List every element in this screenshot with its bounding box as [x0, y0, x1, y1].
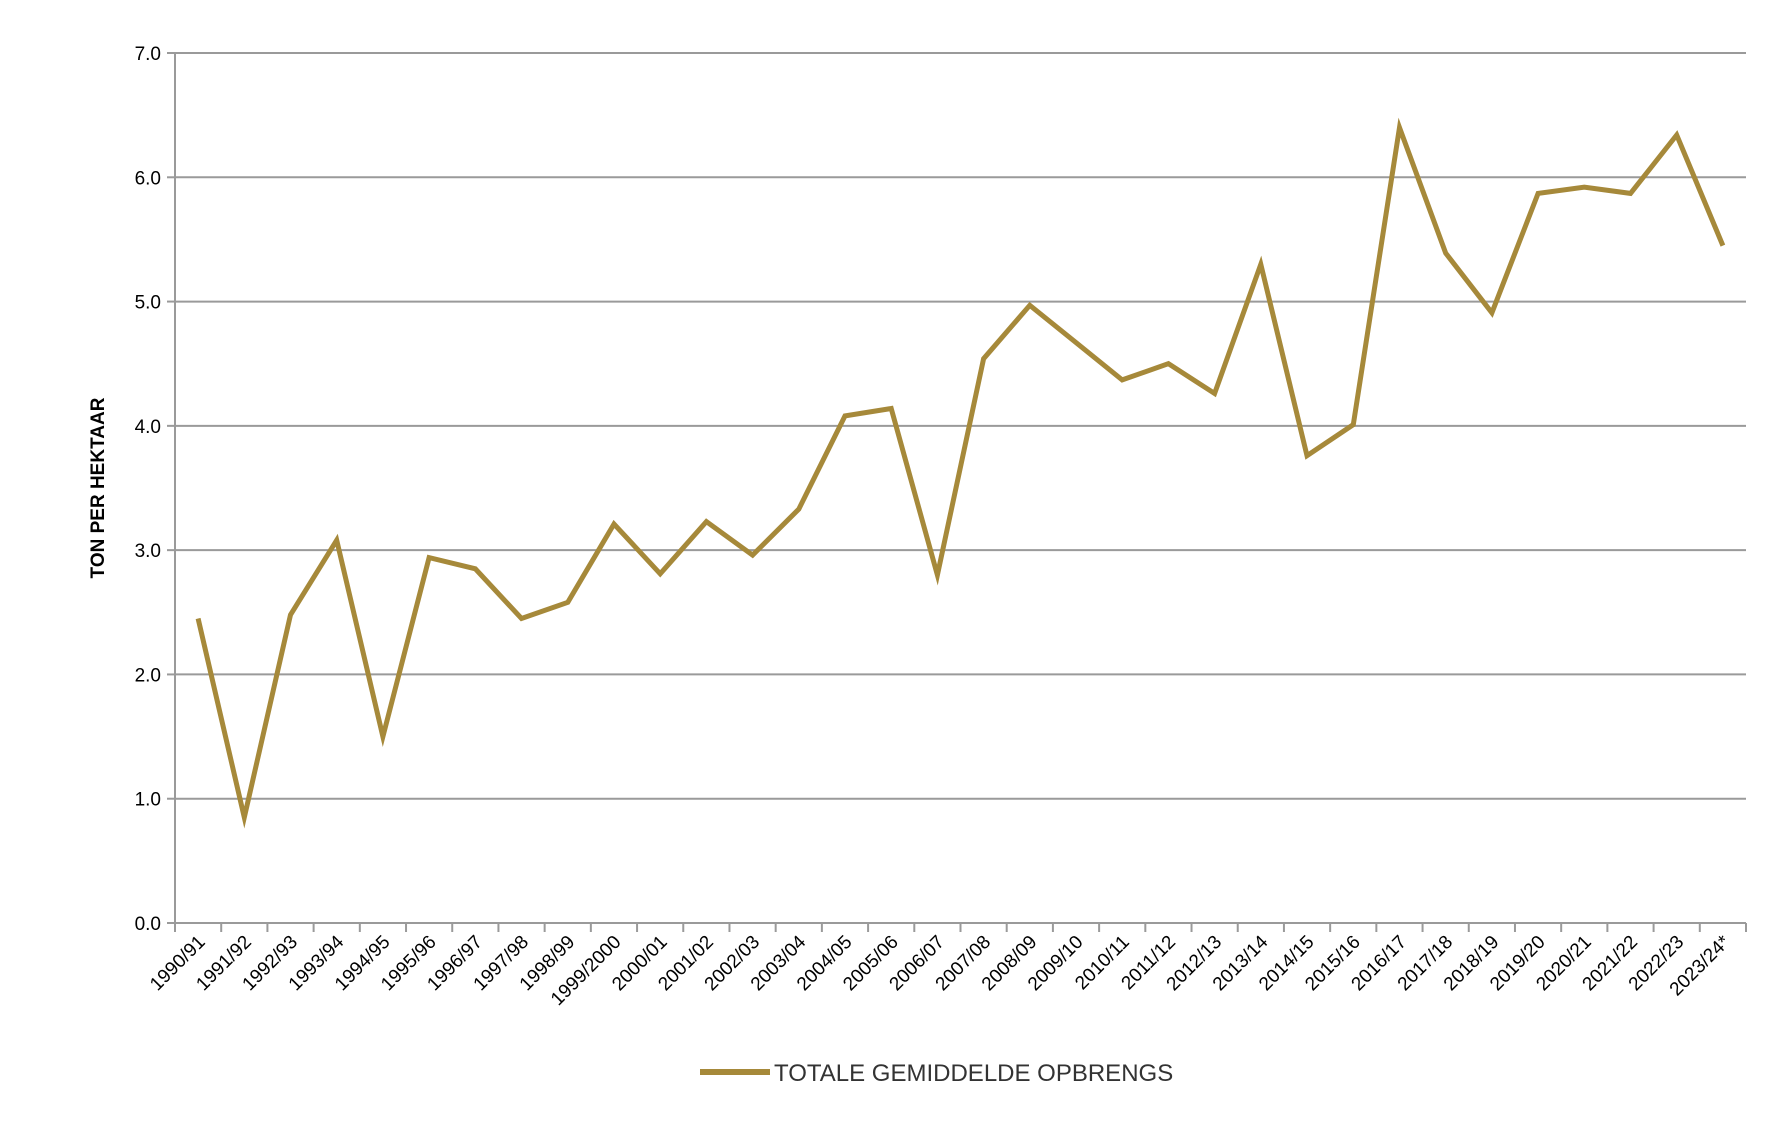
y-tick-label: 5.0	[135, 293, 161, 314]
y-tick-label: 7.0	[135, 44, 161, 65]
y-tick-label: 1.0	[135, 790, 161, 811]
y-tick-label: 0.0	[135, 914, 161, 935]
x-axis-ticks: 1990/911991/921992/931993/941994/951995/…	[146, 923, 1747, 1010]
gridlines	[175, 52, 1746, 800]
y-tick-label: 2.0	[135, 665, 161, 686]
y-axis-label: TON PER HEKTAAR	[88, 397, 109, 578]
y-tick-label: 3.0	[135, 541, 161, 562]
series-line	[195, 117, 1726, 829]
legend-label: TOTALE GEMIDDELDE OPBRENGS	[774, 1060, 1173, 1087]
y-tick-label: 6.0	[135, 168, 161, 189]
y-tick-label: 4.0	[135, 417, 161, 438]
legend: TOTALE GEMIDDELDE OPBRENGS	[700, 1060, 1173, 1087]
axes	[174, 53, 1746, 924]
y-axis-ticks: 0.0 1.0 2.0 3.0 4.0 5.0 6.0 7.0	[135, 44, 175, 935]
series-layer	[195, 117, 1726, 829]
